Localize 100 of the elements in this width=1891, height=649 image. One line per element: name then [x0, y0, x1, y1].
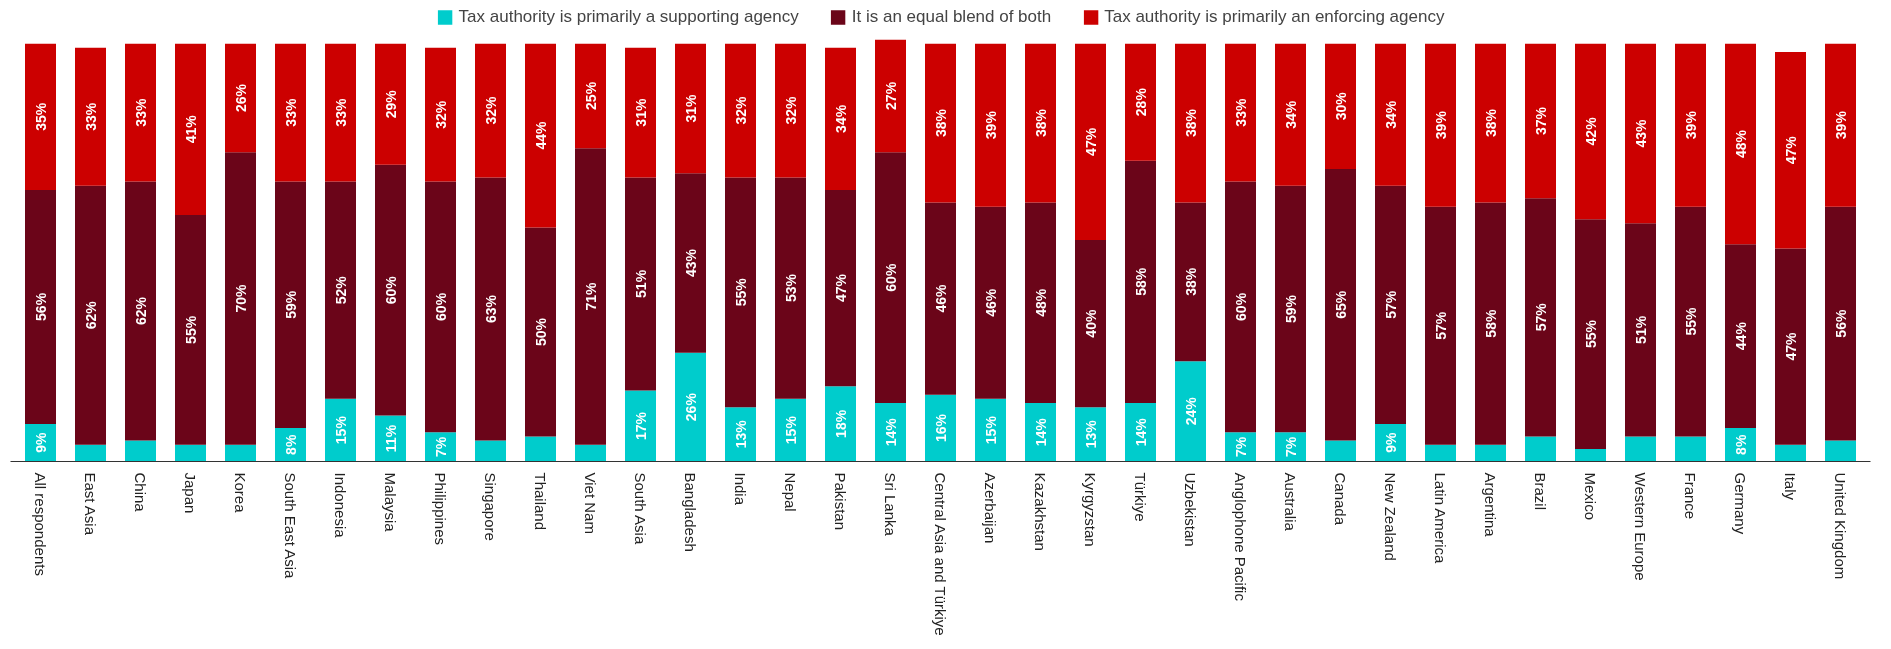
- data-label: 63%: [482, 294, 499, 324]
- x-tick-label: Mexico: [1582, 472, 1599, 521]
- bar: [25, 43, 56, 190]
- x-tick-label: South Asia: [632, 472, 649, 545]
- data-label: 71%: [582, 281, 599, 311]
- bar: [375, 164, 406, 416]
- x-tick-label: Japan: [182, 472, 199, 514]
- x-tick-label: Central Asia and Türkiye: [932, 472, 949, 636]
- data-label: 60%: [382, 275, 399, 305]
- bar: [1175, 202, 1206, 362]
- legend-label: Tax authority is primarily a supporting agency: [458, 7, 799, 27]
- bar: [1775, 52, 1806, 249]
- bar: [1125, 160, 1156, 403]
- data-label: 7%: [432, 436, 449, 457]
- bar: [1825, 440, 1856, 462]
- bar: [925, 202, 956, 395]
- x-tick-label: China: [132, 472, 149, 513]
- data-label: 39%: [982, 110, 999, 140]
- bar: [1375, 185, 1406, 424]
- bar: [625, 390, 656, 462]
- bar: [175, 444, 206, 462]
- bar: [1675, 43, 1706, 207]
- bar: [525, 43, 556, 228]
- data-label: 14%: [1132, 417, 1149, 447]
- bar: [675, 43, 706, 174]
- bar: [1575, 448, 1606, 462]
- bar: [125, 43, 156, 182]
- x-tick-label: East Asia: [82, 472, 99, 536]
- data-label: 15%: [982, 415, 999, 445]
- bar: [475, 177, 506, 441]
- data-label: 60%: [1232, 292, 1249, 321]
- bar: [1375, 43, 1406, 186]
- x-tick-label: Philippines: [432, 472, 449, 546]
- bar: [75, 444, 106, 462]
- bar: [775, 177, 806, 399]
- x-tick-label: Bangladesh: [682, 472, 699, 552]
- bar: [1825, 43, 1856, 207]
- bar: [1525, 436, 1556, 462]
- bar: [1175, 43, 1206, 203]
- bar: [1425, 43, 1456, 207]
- x-tick-label: France: [1682, 472, 1699, 520]
- data-label: 38%: [1182, 267, 1199, 296]
- bar: [1725, 43, 1756, 245]
- data-label: 33%: [282, 98, 299, 127]
- bar: [1075, 43, 1106, 241]
- data-label: 28%: [1132, 87, 1149, 117]
- bar: [1025, 202, 1056, 403]
- x-tick-label: India: [732, 472, 749, 506]
- x-tick-label: Western Europe: [1632, 472, 1649, 581]
- x-tick-label: Canada: [1332, 472, 1349, 526]
- data-label: 58%: [1482, 309, 1499, 338]
- bar: [1225, 181, 1256, 433]
- data-label: 43%: [682, 248, 699, 278]
- data-label: 56%: [1832, 309, 1849, 338]
- bar: [175, 214, 206, 445]
- bar: [1025, 43, 1056, 203]
- x-tick-label: Sri Lanka: [882, 472, 899, 537]
- bar: [475, 440, 506, 462]
- bar: [275, 43, 306, 182]
- data-label: 47%: [1082, 127, 1099, 156]
- x-tick-label: Nepal: [782, 472, 799, 512]
- data-label: 41%: [182, 114, 199, 144]
- bar: [625, 177, 656, 391]
- data-label: 15%: [782, 415, 799, 445]
- data-label: 48%: [1032, 288, 1049, 317]
- bar: [325, 43, 356, 182]
- x-tick-label: South East Asia: [282, 472, 299, 580]
- bar: [525, 227, 556, 437]
- bar: [1525, 198, 1556, 437]
- x-tick-label: Brazil: [1532, 472, 1549, 511]
- bar: [575, 43, 606, 149]
- data-label: 15%: [332, 415, 349, 445]
- data-label: 50%: [532, 317, 549, 346]
- bar: [225, 444, 256, 462]
- data-label: 44%: [1732, 321, 1749, 351]
- bar: [25, 189, 56, 424]
- bar: [1275, 43, 1306, 186]
- x-tick-label: Argentina: [1482, 472, 1499, 538]
- x-tick-label: Malaysia: [382, 472, 399, 533]
- data-label: 57%: [1432, 311, 1449, 340]
- data-label: 57%: [1382, 290, 1399, 319]
- bar: [625, 47, 656, 178]
- bar: [825, 47, 856, 190]
- data-label: 9%: [32, 432, 49, 453]
- x-tick-label: Thailand: [532, 472, 549, 531]
- data-label: 32%: [732, 95, 749, 125]
- data-label: 44%: [532, 121, 549, 150]
- data-label: 39%: [1432, 110, 1449, 140]
- data-label: 46%: [932, 283, 949, 313]
- data-label: 8%: [282, 434, 299, 455]
- bar: [1425, 444, 1456, 462]
- bar: [225, 43, 256, 153]
- data-label: 51%: [632, 269, 649, 298]
- data-label: 55%: [182, 315, 199, 344]
- data-label: 33%: [82, 102, 99, 131]
- bar: [1225, 43, 1256, 182]
- bar: [1325, 440, 1356, 462]
- x-tick-label: Türkiye: [1132, 472, 1149, 522]
- data-label: 25%: [582, 81, 599, 110]
- bar: [775, 43, 806, 178]
